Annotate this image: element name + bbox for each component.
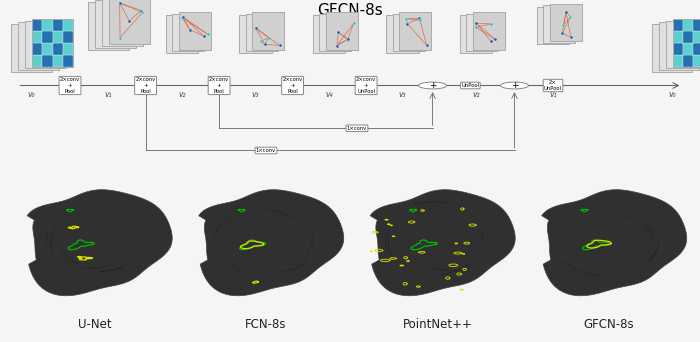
Text: 1×conv: 1×conv [347, 126, 367, 131]
FancyBboxPatch shape [43, 31, 52, 43]
FancyBboxPatch shape [682, 55, 693, 67]
FancyBboxPatch shape [52, 19, 63, 31]
Text: +: + [511, 81, 518, 90]
FancyBboxPatch shape [32, 43, 43, 55]
FancyBboxPatch shape [659, 22, 699, 70]
Text: v₄: v₄ [326, 90, 332, 98]
Text: v₃: v₃ [399, 90, 406, 98]
FancyBboxPatch shape [88, 2, 129, 50]
FancyBboxPatch shape [682, 31, 693, 43]
FancyBboxPatch shape [652, 24, 692, 72]
FancyBboxPatch shape [666, 21, 700, 68]
FancyBboxPatch shape [172, 14, 204, 52]
FancyBboxPatch shape [319, 14, 351, 52]
FancyBboxPatch shape [63, 31, 73, 43]
FancyBboxPatch shape [673, 19, 700, 67]
FancyBboxPatch shape [52, 31, 63, 43]
FancyBboxPatch shape [43, 55, 52, 67]
FancyBboxPatch shape [673, 55, 682, 67]
FancyBboxPatch shape [246, 14, 278, 52]
Text: GFCN-8s: GFCN-8s [584, 318, 634, 331]
FancyBboxPatch shape [460, 15, 492, 53]
Text: v₃: v₃ [252, 90, 259, 98]
FancyBboxPatch shape [32, 31, 43, 43]
FancyBboxPatch shape [95, 0, 136, 48]
FancyBboxPatch shape [43, 43, 52, 55]
FancyBboxPatch shape [11, 24, 52, 72]
Text: v₂: v₂ [473, 90, 480, 98]
FancyBboxPatch shape [693, 43, 700, 55]
Polygon shape [370, 190, 515, 296]
FancyBboxPatch shape [682, 43, 693, 55]
FancyBboxPatch shape [252, 12, 284, 50]
FancyBboxPatch shape [673, 19, 682, 31]
Polygon shape [542, 190, 687, 296]
FancyBboxPatch shape [693, 31, 700, 43]
FancyBboxPatch shape [102, 0, 143, 46]
FancyBboxPatch shape [543, 5, 575, 43]
Text: FCN-8s: FCN-8s [245, 318, 287, 331]
Text: 2×conv
+
Pool: 2×conv + Pool [283, 77, 302, 94]
Text: 2×conv
+
Pool: 2×conv + Pool [136, 77, 155, 94]
Text: GFCN-8s: GFCN-8s [317, 3, 383, 18]
Text: 1×conv: 1×conv [256, 148, 276, 153]
FancyBboxPatch shape [52, 55, 63, 67]
Circle shape [419, 82, 447, 89]
Text: UnPool: UnPool [461, 83, 480, 88]
FancyBboxPatch shape [32, 19, 73, 67]
Text: 2×conv
+
Pool: 2×conv + Pool [209, 77, 229, 94]
FancyBboxPatch shape [32, 55, 43, 67]
FancyBboxPatch shape [63, 19, 73, 31]
Circle shape [500, 82, 528, 89]
FancyBboxPatch shape [693, 55, 700, 67]
FancyBboxPatch shape [239, 15, 272, 53]
FancyBboxPatch shape [393, 14, 425, 52]
FancyBboxPatch shape [693, 19, 700, 31]
Text: v₁: v₁ [550, 90, 556, 98]
Text: PointNet++: PointNet++ [402, 318, 472, 331]
FancyBboxPatch shape [399, 12, 431, 50]
Text: v₀: v₀ [28, 90, 35, 98]
FancyBboxPatch shape [537, 7, 569, 44]
FancyBboxPatch shape [166, 15, 198, 53]
FancyBboxPatch shape [43, 19, 52, 31]
FancyBboxPatch shape [550, 4, 582, 41]
Polygon shape [27, 190, 172, 296]
FancyBboxPatch shape [109, 0, 150, 44]
Text: v₂: v₂ [178, 90, 186, 98]
FancyBboxPatch shape [673, 43, 682, 55]
Text: 2×conv
+
Pool: 2×conv + Pool [60, 77, 80, 94]
FancyBboxPatch shape [25, 21, 66, 68]
FancyBboxPatch shape [673, 31, 682, 43]
FancyBboxPatch shape [63, 55, 73, 67]
FancyBboxPatch shape [313, 15, 345, 53]
FancyBboxPatch shape [178, 12, 211, 50]
Polygon shape [199, 190, 344, 296]
FancyBboxPatch shape [682, 19, 693, 31]
Text: v₀: v₀ [668, 90, 676, 98]
Text: U-Net: U-Net [78, 318, 111, 331]
FancyBboxPatch shape [466, 14, 498, 52]
FancyBboxPatch shape [18, 22, 59, 70]
FancyBboxPatch shape [63, 43, 73, 55]
Text: v₁: v₁ [105, 90, 112, 98]
Text: 2×
UnPool: 2× UnPool [544, 80, 562, 91]
FancyBboxPatch shape [386, 15, 419, 53]
Text: +: + [429, 81, 436, 90]
FancyBboxPatch shape [473, 12, 505, 50]
FancyBboxPatch shape [52, 43, 63, 55]
FancyBboxPatch shape [32, 19, 43, 31]
FancyBboxPatch shape [326, 12, 358, 50]
Text: 2×conv
+
UnPool: 2×conv + UnPool [356, 77, 376, 94]
